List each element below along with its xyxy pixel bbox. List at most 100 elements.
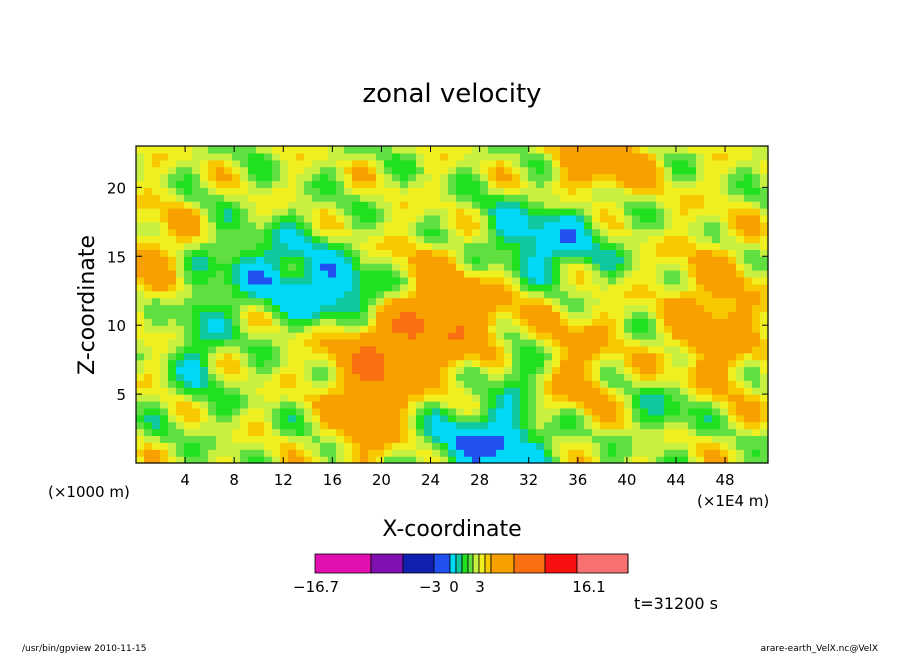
- contour-cell: [336, 359, 345, 368]
- contour-cell: [368, 352, 377, 361]
- contour-cell: [520, 449, 529, 457]
- contour-cell: [632, 435, 641, 443]
- contour-cell: [416, 380, 425, 388]
- contour-cell: [656, 173, 665, 182]
- contour-cell: [192, 449, 201, 457]
- contour-cell: [496, 208, 505, 216]
- contour-cell: [752, 283, 761, 292]
- contour-cell: [480, 297, 489, 306]
- contour-cell: [736, 325, 745, 333]
- contour-cell: [464, 407, 473, 416]
- contour-cell: [536, 187, 545, 195]
- contour-cell: [504, 400, 513, 409]
- contour-cell: [536, 304, 545, 312]
- contour-cell: [304, 338, 313, 347]
- contour-cell: [600, 373, 609, 381]
- contour-cell: [216, 221, 225, 230]
- contour-cell: [208, 456, 217, 464]
- contour-cell: [704, 407, 713, 416]
- contour-cell: [296, 352, 305, 361]
- contour-cell: [640, 332, 649, 340]
- contour-cell: [304, 214, 313, 223]
- contour-cell: [408, 442, 417, 450]
- contour-cell: [232, 221, 241, 230]
- contour-cell: [216, 270, 225, 278]
- contour-cell: [184, 249, 193, 257]
- contour-cell: [496, 276, 505, 285]
- contour-cell: [456, 276, 465, 285]
- contour-cell: [584, 352, 593, 361]
- contour-cell: [152, 249, 161, 257]
- contour-cell: [712, 228, 721, 237]
- contour-cell: [728, 235, 737, 244]
- x-axis-ticks: 4 8 12 16 20 24 28 32 36 40 44 48: [180, 146, 735, 489]
- contour-cell: [144, 249, 153, 257]
- contour-cell: [656, 214, 665, 223]
- contour-cell: [176, 407, 185, 416]
- contour-cell: [744, 414, 753, 423]
- contour-cell: [472, 152, 481, 161]
- contour-cell: [632, 359, 641, 368]
- contour-cell: [200, 442, 209, 450]
- contour-cell: [320, 304, 329, 312]
- contour-cell: [200, 283, 209, 292]
- contour-cell: [280, 400, 289, 409]
- contour-cell: [224, 449, 233, 457]
- contour-cell: [152, 435, 161, 443]
- contour-cell: [448, 311, 457, 319]
- contour-cell: [568, 421, 577, 430]
- contour-cell: [512, 366, 521, 375]
- contour-cell: [736, 394, 745, 402]
- contour-cell: [744, 449, 753, 457]
- contour-cell: [184, 242, 193, 250]
- contour-cell: [480, 159, 489, 168]
- contour-cell: [136, 214, 145, 223]
- contour-cell: [472, 159, 481, 168]
- contour-cell: [544, 380, 553, 388]
- contour-cell: [576, 228, 585, 237]
- contour-cell: [592, 297, 601, 306]
- contour-cell: [504, 297, 513, 306]
- contour-cell: [200, 276, 209, 285]
- contour-cell: [264, 166, 273, 175]
- contour-cell: [432, 297, 441, 306]
- contour-cell: [344, 387, 353, 395]
- contour-cell: [728, 400, 737, 409]
- contour-cell: [304, 428, 313, 437]
- contour-cell: [504, 449, 513, 457]
- colorbar-label: 0: [449, 578, 459, 596]
- contour-cell: [344, 249, 353, 257]
- contour-cell: [600, 263, 609, 271]
- contour-cell: [544, 421, 553, 430]
- contour-cell: [336, 442, 345, 450]
- contour-cell: [528, 256, 537, 264]
- contour-cell: [232, 421, 241, 430]
- contour-cell: [208, 345, 217, 354]
- contour-cell: [280, 311, 289, 319]
- contour-cell: [360, 325, 369, 333]
- contour-cell: [752, 400, 761, 409]
- contour-cell: [200, 290, 209, 299]
- contour-cell: [304, 449, 313, 457]
- contour-cell: [200, 435, 209, 443]
- contour-cell: [656, 208, 665, 216]
- contour-cell: [560, 359, 569, 368]
- contour-cell: [728, 221, 737, 230]
- contour-cell: [664, 387, 673, 395]
- contour-cell: [648, 359, 657, 368]
- contour-cell: [584, 173, 593, 182]
- contour-cell: [224, 373, 233, 381]
- contour-cell: [136, 249, 145, 257]
- contour-cell: [352, 304, 361, 312]
- contour-cell: [264, 208, 273, 216]
- contour-cell: [512, 380, 521, 388]
- contour-cell: [600, 435, 609, 443]
- contour-cell: [160, 297, 169, 306]
- contour-cell: [464, 214, 473, 223]
- contour-cell: [384, 394, 393, 402]
- contour-cell: [480, 318, 489, 326]
- contour-cell: [352, 276, 361, 285]
- contour-cell: [344, 345, 353, 354]
- contour-cell: [352, 442, 361, 450]
- contour-cell: [400, 456, 409, 464]
